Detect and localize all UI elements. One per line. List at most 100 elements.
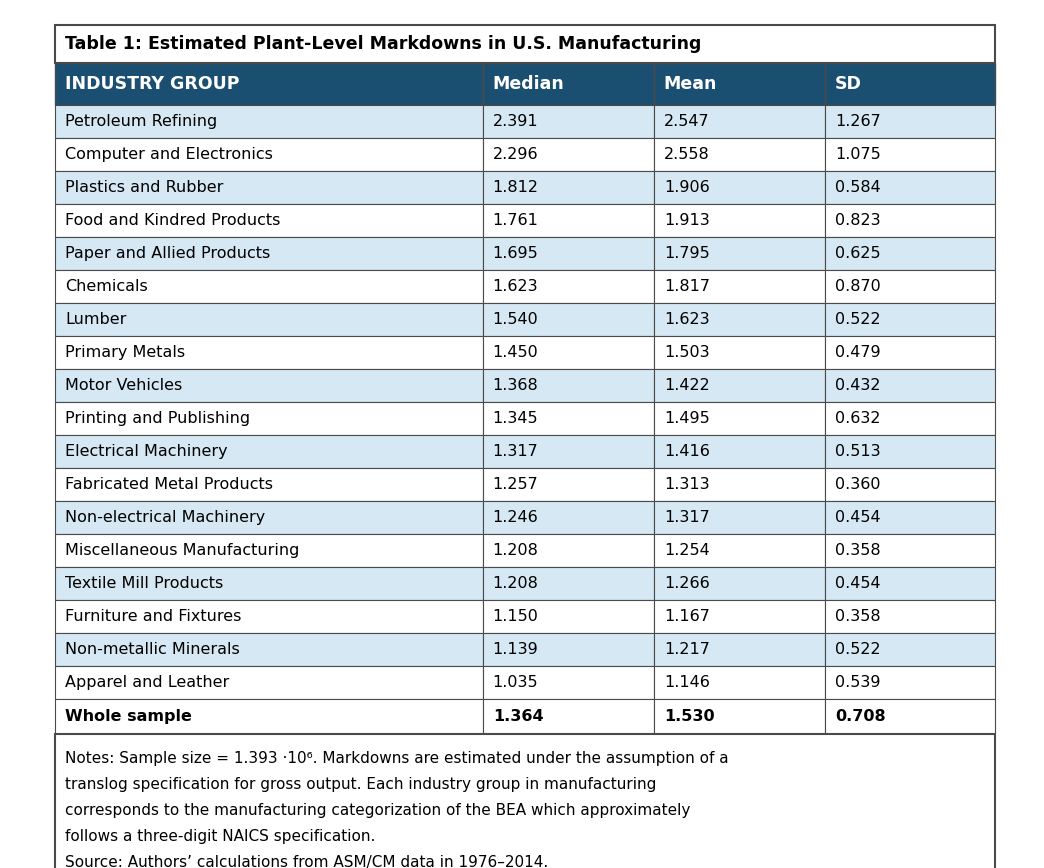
Bar xyxy=(825,138,995,171)
Text: 1.540: 1.540 xyxy=(493,312,539,327)
Text: 1.530: 1.530 xyxy=(664,709,714,724)
Bar xyxy=(825,204,995,237)
Bar xyxy=(825,402,995,435)
Bar xyxy=(55,25,995,63)
Text: Apparel and Leather: Apparel and Leather xyxy=(65,675,230,690)
Text: 1.345: 1.345 xyxy=(493,411,539,426)
Bar xyxy=(55,501,482,534)
Text: 1.623: 1.623 xyxy=(493,279,539,294)
Bar xyxy=(654,63,825,105)
Text: 1.317: 1.317 xyxy=(493,444,539,459)
Bar xyxy=(654,435,825,468)
Text: corresponds to the manufacturing categorization of the BEA which approximately: corresponds to the manufacturing categor… xyxy=(65,804,690,819)
Bar xyxy=(482,204,654,237)
Text: 2.391: 2.391 xyxy=(493,114,539,129)
Text: INDUSTRY GROUP: INDUSTRY GROUP xyxy=(65,75,239,93)
Text: 0.870: 0.870 xyxy=(835,279,880,294)
Bar xyxy=(482,435,654,468)
Text: Notes: Sample size = 1.393 ·10⁶. Markdowns are estimated under the assumption of: Notes: Sample size = 1.393 ·10⁶. Markdow… xyxy=(65,752,729,766)
Bar xyxy=(55,633,482,666)
Bar xyxy=(482,138,654,171)
Bar xyxy=(482,105,654,138)
Text: 1.150: 1.150 xyxy=(493,609,539,624)
Bar xyxy=(825,369,995,402)
Text: 1.035: 1.035 xyxy=(493,675,539,690)
Text: 0.360: 0.360 xyxy=(835,477,880,492)
Bar xyxy=(55,567,482,600)
Bar xyxy=(825,171,995,204)
Bar xyxy=(825,633,995,666)
Text: Primary Metals: Primary Metals xyxy=(65,345,185,360)
Bar xyxy=(55,270,482,303)
Bar xyxy=(55,336,482,369)
Text: 0.513: 0.513 xyxy=(835,444,880,459)
Bar xyxy=(654,633,825,666)
Text: 1.139: 1.139 xyxy=(493,642,539,657)
Bar xyxy=(55,105,482,138)
Text: Plastics and Rubber: Plastics and Rubber xyxy=(65,180,223,195)
Bar xyxy=(482,270,654,303)
Bar xyxy=(654,369,825,402)
Text: 1.450: 1.450 xyxy=(493,345,539,360)
Bar xyxy=(825,468,995,501)
Text: 0.522: 0.522 xyxy=(835,312,880,327)
Bar xyxy=(55,171,482,204)
Text: Median: Median xyxy=(493,75,565,93)
Text: Whole sample: Whole sample xyxy=(65,709,192,724)
Text: Fabricated Metal Products: Fabricated Metal Products xyxy=(65,477,272,492)
Bar xyxy=(654,270,825,303)
Text: 1.795: 1.795 xyxy=(664,246,710,261)
Text: 0.823: 0.823 xyxy=(835,213,880,228)
Text: Miscellaneous Manufacturing: Miscellaneous Manufacturing xyxy=(65,543,300,558)
Text: 1.422: 1.422 xyxy=(664,378,710,393)
Bar xyxy=(482,237,654,270)
Bar xyxy=(482,63,654,105)
Text: 1.495: 1.495 xyxy=(664,411,710,426)
Bar xyxy=(55,63,482,105)
Bar xyxy=(654,204,825,237)
Bar xyxy=(654,534,825,567)
Bar xyxy=(654,336,825,369)
Bar xyxy=(825,303,995,336)
Bar xyxy=(55,204,482,237)
Text: 0.454: 0.454 xyxy=(835,576,880,591)
Text: 1.208: 1.208 xyxy=(493,576,539,591)
Text: 1.217: 1.217 xyxy=(664,642,710,657)
Bar xyxy=(825,435,995,468)
Text: 1.368: 1.368 xyxy=(493,378,539,393)
Bar xyxy=(55,699,482,734)
Bar xyxy=(55,534,482,567)
Text: Mean: Mean xyxy=(664,75,717,93)
Text: 1.817: 1.817 xyxy=(664,279,710,294)
Bar xyxy=(482,501,654,534)
Text: 1.364: 1.364 xyxy=(493,709,543,724)
Text: 1.695: 1.695 xyxy=(493,246,539,261)
Bar xyxy=(825,501,995,534)
Text: 1.254: 1.254 xyxy=(664,543,710,558)
Bar xyxy=(654,567,825,600)
Bar xyxy=(482,468,654,501)
Text: 0.454: 0.454 xyxy=(835,510,880,525)
Bar xyxy=(482,171,654,204)
Bar xyxy=(825,237,995,270)
Bar xyxy=(654,501,825,534)
Text: Motor Vehicles: Motor Vehicles xyxy=(65,378,183,393)
Text: Source: Authors’ calculations from ASM/CM data in 1976–2014.: Source: Authors’ calculations from ASM/C… xyxy=(65,856,548,868)
Text: 1.246: 1.246 xyxy=(493,510,539,525)
Text: 2.547: 2.547 xyxy=(664,114,710,129)
Text: 1.313: 1.313 xyxy=(664,477,710,492)
Bar xyxy=(482,303,654,336)
Text: Lumber: Lumber xyxy=(65,312,126,327)
Bar xyxy=(825,105,995,138)
Text: 1.906: 1.906 xyxy=(664,180,710,195)
Text: 1.503: 1.503 xyxy=(664,345,710,360)
Text: 1.208: 1.208 xyxy=(493,543,539,558)
Bar xyxy=(654,171,825,204)
Bar xyxy=(825,534,995,567)
Text: 1.257: 1.257 xyxy=(493,477,539,492)
Bar xyxy=(55,734,995,868)
Bar xyxy=(825,699,995,734)
Bar xyxy=(482,402,654,435)
Text: 0.625: 0.625 xyxy=(835,246,880,261)
Bar xyxy=(825,63,995,105)
